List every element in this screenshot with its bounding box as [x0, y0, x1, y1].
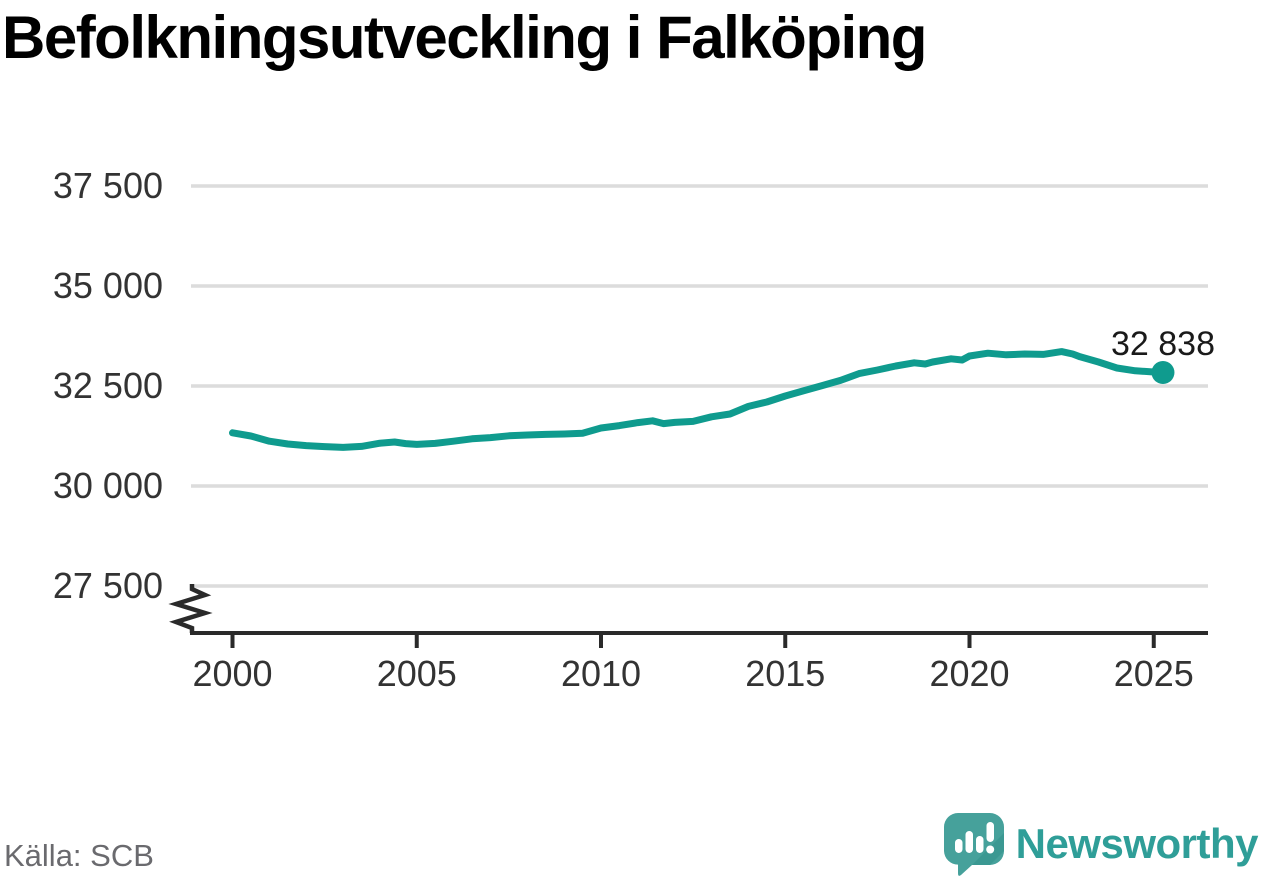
- y-axis-tick-label: 32 500: [52, 365, 163, 406]
- axis-break-icon: [168, 584, 213, 633]
- y-axis-tick-label: 37 500: [52, 165, 163, 206]
- x-axis-tick-label: 2020: [929, 653, 1010, 694]
- y-axis-tick-label: 30 000: [52, 465, 163, 506]
- y-axis-tick-label: 27 500: [52, 565, 163, 606]
- x-axis-tick-label: 2015: [745, 653, 826, 694]
- x-axis-tick-label: 2000: [192, 653, 273, 694]
- x-axis-tick-label: 2010: [560, 653, 642, 694]
- brand-name: Newsworthy: [1015, 820, 1259, 867]
- chart-title: Befolkningsutveckling i Falköping: [2, 4, 927, 71]
- end-point-marker: [1151, 360, 1175, 384]
- end-value-label: 32 838: [1111, 325, 1215, 363]
- newsworthy-chart-bubble-icon: [943, 813, 1004, 876]
- x-axis-tick-label: 2025: [1113, 653, 1194, 694]
- population-line: [229, 348, 1167, 451]
- x-axis-tick-label: 2005: [376, 653, 457, 694]
- source-note: Källa: SCB: [4, 838, 154, 873]
- newsworthy-logo: Newsworthy: [942, 810, 1259, 878]
- y-axis-tick-label: 35 000: [52, 265, 163, 306]
